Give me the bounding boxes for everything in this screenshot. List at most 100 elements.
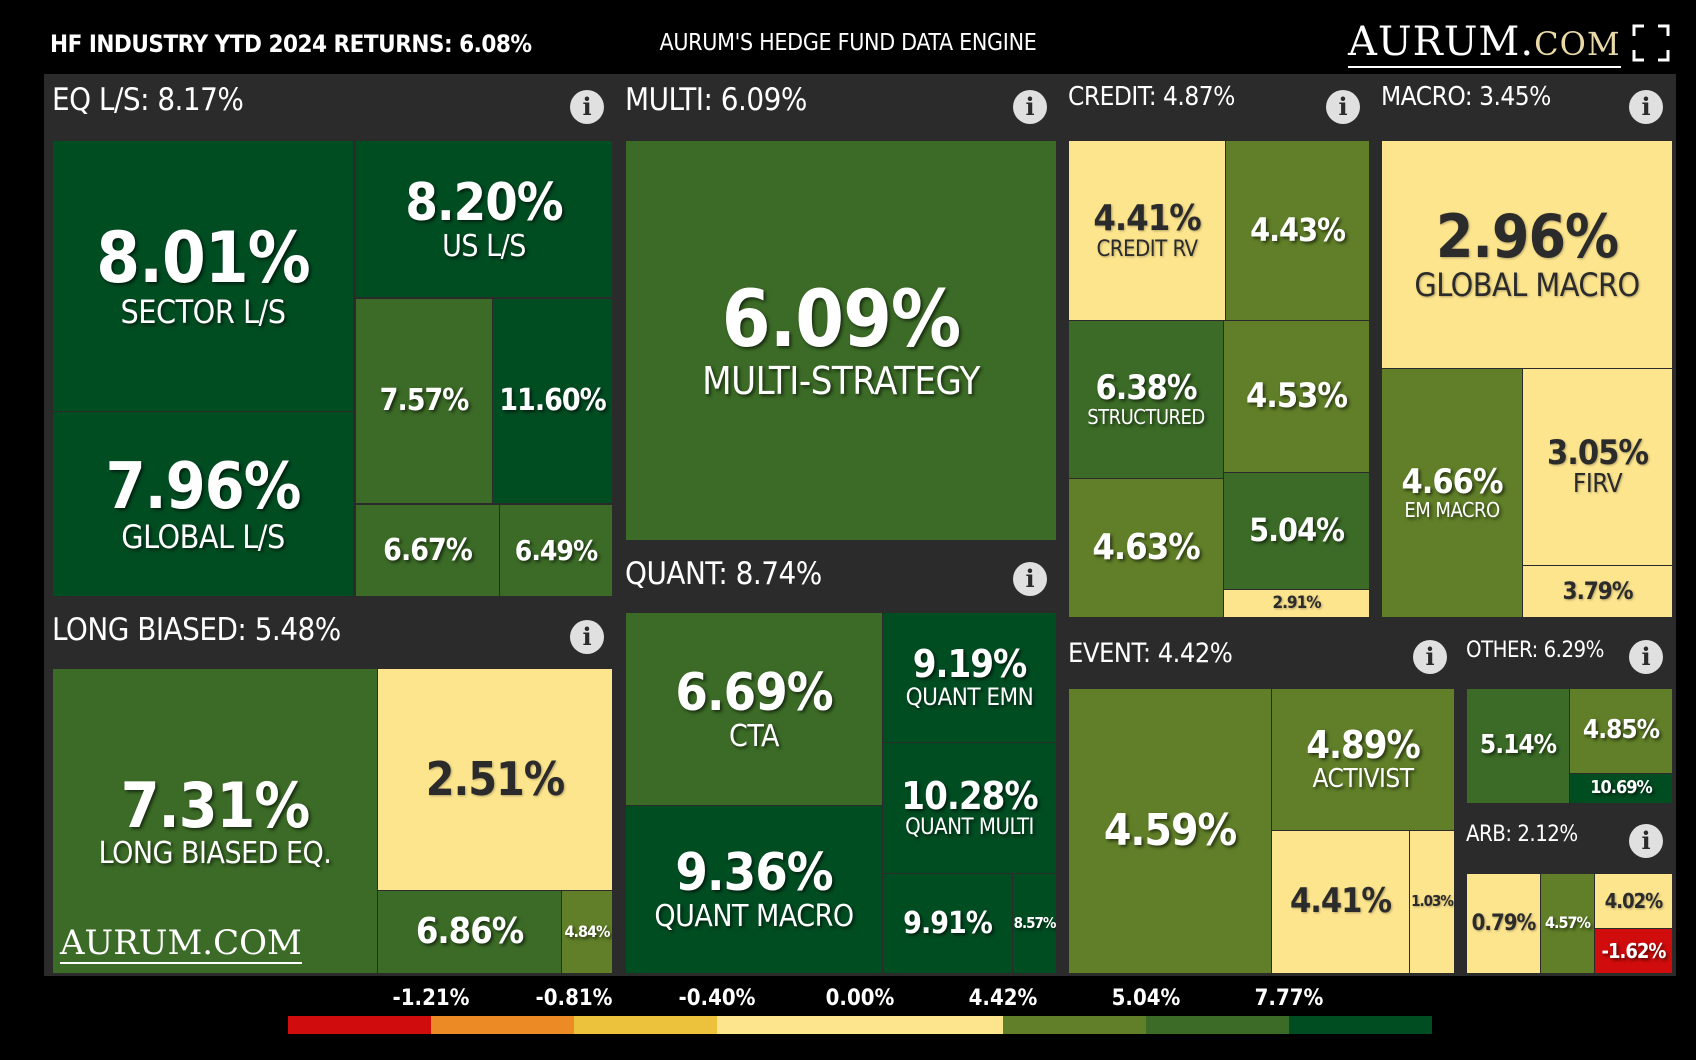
group-title-eq-l-s: EQ L/S: 8.17% — [52, 82, 244, 118]
info-icon[interactable]: i — [1013, 562, 1047, 596]
treemap-tile[interactable]: 2.91% — [1223, 589, 1370, 618]
treemap-tile[interactable]: 6.86% — [377, 890, 562, 974]
tile-value: -1.62% — [1601, 938, 1667, 963]
info-icon[interactable]: i — [1326, 90, 1360, 124]
legend-tick-label: 4.42% — [968, 986, 1038, 1011]
tile-value: 2.96% — [1435, 202, 1619, 273]
tile-label: US L/S — [442, 228, 526, 264]
aurum-logo[interactable]: AURUM.COM — [1348, 20, 1621, 68]
treemap-tile[interactable]: 6.67% — [355, 504, 500, 597]
treemap-tile[interactable]: -1.62% — [1594, 928, 1673, 974]
tile-value: 4.43% — [1250, 210, 1346, 249]
tile-label: QUANT MULTI — [905, 815, 1034, 841]
treemap-tile[interactable]: 4.41% — [1271, 830, 1410, 974]
treemap-tile[interactable]: 4.43% — [1225, 140, 1370, 321]
page-title: HF INDUSTRY YTD 2024 RETURNS: 6.08% — [50, 30, 532, 58]
treemap-tile[interactable]: 8.01% SECTOR L/S — [52, 140, 354, 412]
tile-label: GLOBAL L/S — [121, 517, 285, 556]
tile-value: 4.63% — [1092, 527, 1200, 569]
tile-value: 9.19% — [912, 641, 1028, 686]
legend-tick-label: 0.00% — [825, 986, 895, 1011]
tile-value: 10.28% — [901, 773, 1038, 818]
logo-suffix: COM — [1534, 25, 1621, 63]
treemap-tile[interactable]: 4.59% — [1068, 688, 1272, 974]
tile-label: STRUCTURED — [1087, 404, 1205, 429]
legend-swatch — [288, 1016, 431, 1034]
treemap-tile[interactable]: 8.20% US L/S — [355, 140, 613, 298]
color-legend — [288, 1016, 1432, 1034]
treemap-tile[interactable]: 2.51% — [377, 668, 613, 891]
treemap-tile[interactable]: 9.36% QUANT MACRO — [625, 805, 883, 974]
treemap-tile[interactable]: 4.63% — [1068, 478, 1224, 618]
treemap-tile[interactable]: 3.05% FIRV — [1522, 368, 1673, 566]
treemap-tile[interactable]: 5.04% — [1223, 472, 1370, 590]
info-icon[interactable]: i — [1413, 640, 1447, 674]
treemap-tile[interactable]: 7.96% GLOBAL L/S — [52, 411, 354, 597]
treemap-tile[interactable]: 1.03% — [1409, 830, 1455, 974]
legend-tick-label: -0.40% — [678, 986, 756, 1011]
treemap-tile[interactable]: 3.79% — [1522, 565, 1673, 618]
treemap-tile[interactable]: 9.19% QUANT EMN — [882, 612, 1057, 743]
info-icon[interactable]: i — [1629, 824, 1663, 858]
info-icon[interactable]: i — [1629, 90, 1663, 124]
tile-value: 6.49% — [514, 533, 598, 567]
treemap-tile[interactable]: 6.69% CTA — [625, 612, 883, 806]
treemap-tile[interactable]: 4.85% — [1569, 688, 1673, 774]
expand-icon[interactable] — [1632, 24, 1670, 62]
treemap-tile[interactable]: 5.14% — [1466, 688, 1570, 804]
tile-value: 11.60% — [499, 383, 606, 419]
legend-tick-label: 5.04% — [1111, 986, 1181, 1011]
info-icon[interactable]: i — [570, 90, 604, 124]
tile-value: 3.79% — [1562, 576, 1634, 605]
tile-value: 10.69% — [1590, 777, 1652, 799]
treemap-tile[interactable]: 6.09% MULTI-STRATEGY — [625, 140, 1057, 541]
tile-value: 4.57% — [1545, 913, 1591, 933]
info-icon[interactable]: i — [570, 620, 604, 654]
treemap-tile[interactable]: 10.28% QUANT MULTI — [882, 742, 1057, 874]
treemap-tile[interactable]: 9.91% — [882, 873, 1013, 974]
tile-value: 4.41% — [1289, 881, 1392, 922]
treemap-tile[interactable]: 6.38% STRUCTURED — [1068, 320, 1224, 479]
tile-value: 7.96% — [105, 449, 302, 524]
info-icon[interactable]: i — [1629, 640, 1663, 674]
tile-value: 4.85% — [1582, 715, 1660, 746]
tile-value: 4.41% — [1093, 198, 1201, 240]
tile-value: 4.89% — [1306, 722, 1421, 767]
tile-label: QUANT EMN — [905, 682, 1034, 711]
info-icon[interactable]: i — [1013, 90, 1047, 124]
treemap-tile[interactable]: 7.31% LONG BIASED EQ. — [52, 668, 378, 974]
treemap-tile[interactable]: 10.69% — [1569, 773, 1673, 804]
treemap-tile[interactable]: 11.60% — [492, 298, 613, 504]
tile-value: 2.51% — [425, 752, 566, 807]
treemap-tile[interactable]: 2.96% GLOBAL MACRO — [1381, 140, 1673, 369]
header: HF INDUSTRY YTD 2024 RETURNS: 6.08% AURU… — [0, 0, 1696, 90]
treemap-tile[interactable]: 4.53% — [1223, 320, 1370, 473]
legend-tick-label: 7.77% — [1254, 986, 1324, 1011]
tile-label: MULTI-STRATEGY — [702, 358, 980, 403]
group-title-long-biased: LONG BIASED: 5.48% — [52, 612, 341, 648]
watermark-logo: AURUM.COM — [60, 923, 302, 964]
tile-label: SECTOR L/S — [120, 292, 286, 331]
tile-value: 6.38% — [1095, 368, 1197, 409]
tile-value: 8.20% — [405, 172, 563, 233]
treemap-tile[interactable]: 4.41% CREDIT RV — [1068, 140, 1226, 321]
tile-value: 6.69% — [675, 662, 833, 723]
legend-swatch — [431, 1016, 574, 1034]
legend-swatch — [717, 1016, 860, 1034]
tile-value: 4.59% — [1103, 804, 1237, 856]
treemap-tile[interactable]: 4.02% — [1594, 873, 1673, 929]
treemap-tile[interactable]: 8.57% — [1012, 873, 1057, 974]
treemap-tile[interactable]: 0.79% — [1466, 873, 1541, 974]
treemap-tile[interactable]: 6.49% — [499, 504, 613, 597]
legend-tick-label: -0.81% — [535, 986, 613, 1011]
treemap-tile[interactable]: 4.84% — [561, 890, 613, 974]
tile-label: ACTIVIST — [1312, 763, 1414, 794]
treemap-tile[interactable]: 4.66% EM MACRO — [1381, 368, 1523, 618]
treemap-tile[interactable]: 7.57% — [355, 298, 493, 504]
treemap-tile[interactable]: 4.89% ACTIVIST — [1271, 688, 1455, 831]
group-title-event: EVENT: 4.42% — [1068, 638, 1233, 669]
group-title-quant: QUANT: 8.74% — [625, 556, 822, 592]
group-title-arb: ARB: 2.12% — [1466, 822, 1578, 847]
treemap-tile[interactable]: 4.57% — [1540, 873, 1595, 974]
tile-value: 4.53% — [1245, 375, 1348, 416]
